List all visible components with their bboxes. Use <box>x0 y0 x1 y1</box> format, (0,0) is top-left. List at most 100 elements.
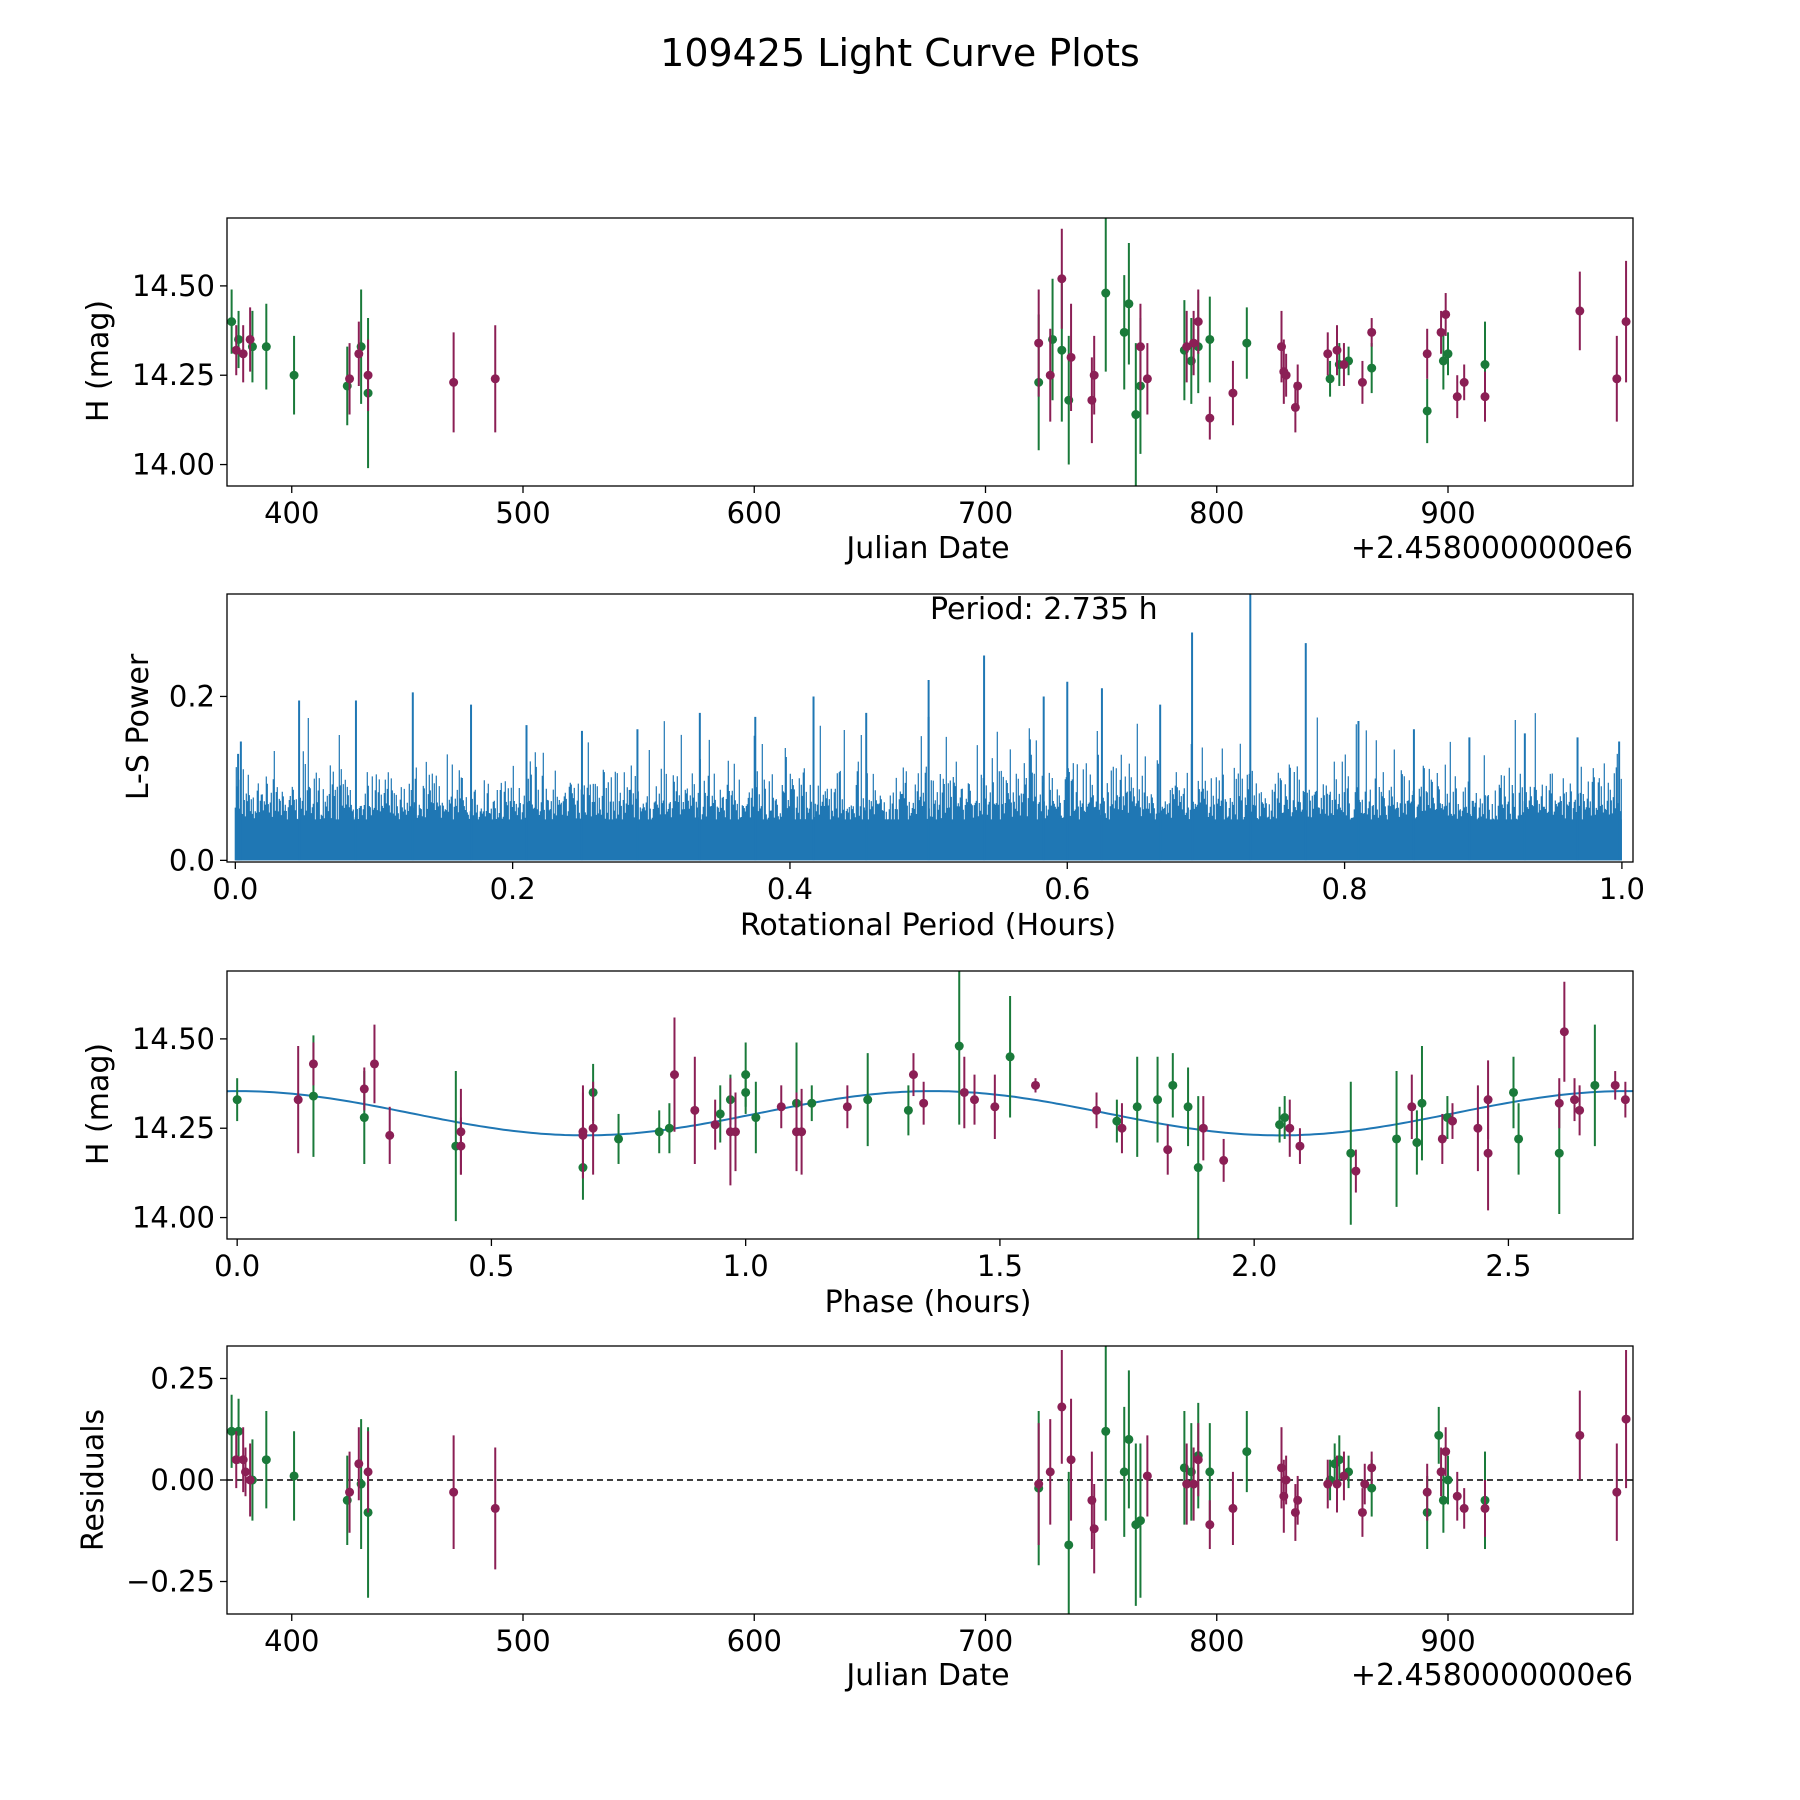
periodogram-xtick-label: 0.2 <box>490 872 536 906</box>
lightcurve-point <box>1323 349 1333 359</box>
periodogram-xtick-label: 1.0 <box>1599 872 1645 906</box>
lightcurve-point <box>1101 288 1111 298</box>
residuals-xtick-label: 800 <box>1189 1624 1244 1658</box>
phased-point <box>1168 1080 1178 1090</box>
lightcurve-point <box>1182 342 1192 352</box>
lightcurve-plot-area <box>227 218 1631 486</box>
residuals-point <box>1452 1491 1462 1501</box>
phased-point <box>664 1123 674 1133</box>
phased-point <box>1483 1095 1493 1105</box>
phased-point <box>308 1091 318 1101</box>
lightcurve-point <box>1332 345 1342 355</box>
lightcurve-xtick-label: 600 <box>727 496 782 530</box>
lightcurve-point <box>1205 334 1215 344</box>
periodogram-xtick-label: 0.0 <box>212 872 258 906</box>
phased-xtick-label: 1.0 <box>723 1249 769 1283</box>
lightcurve-point <box>1422 406 1432 416</box>
residuals-point <box>1441 1447 1451 1457</box>
lightcurve-xtick-label: 800 <box>1189 496 1244 530</box>
residuals-series-red <box>231 1350 1631 1574</box>
residuals-point <box>1621 1414 1631 1424</box>
phased-point <box>1447 1116 1457 1126</box>
period-annotation: Period: 2.735 h <box>930 592 1158 627</box>
lightcurve-point <box>490 374 500 384</box>
phased-point <box>1112 1116 1122 1126</box>
phased-point <box>359 1113 369 1123</box>
residuals-point <box>231 1455 241 1465</box>
phased-point <box>1559 1027 1569 1037</box>
lightcurve-point <box>1228 388 1238 398</box>
phased-point <box>969 1095 979 1105</box>
phased-series-red <box>293 981 1630 1211</box>
residuals-point <box>1459 1503 1469 1513</box>
lightcurve-point <box>1441 309 1451 319</box>
residuals-point <box>363 1467 373 1477</box>
phased-point <box>1117 1123 1127 1133</box>
periodogram-panel: L-S Power Rotational Period (Hours) Peri… <box>121 592 1645 943</box>
lightcurve-point <box>1135 342 1145 352</box>
residuals-offset-label: +2.4580000000e6 <box>1351 1658 1633 1693</box>
residuals-point <box>1205 1520 1215 1530</box>
lightcurve-axes-frame <box>226 217 1634 487</box>
phased-point <box>1392 1134 1402 1144</box>
residuals-point <box>1360 1479 1370 1489</box>
periodogram-ytick-label: 0.2 <box>169 679 215 713</box>
residuals-ylabel: Residuals <box>76 1409 111 1551</box>
lightcurve-point <box>1443 349 1453 359</box>
phased-point <box>1346 1148 1356 1158</box>
lightcurve-point <box>1367 327 1377 337</box>
phased-point <box>741 1087 751 1097</box>
phased-point <box>456 1141 466 1151</box>
phased-point <box>578 1130 588 1140</box>
phased-point <box>293 1095 303 1105</box>
lightcurve-point <box>1480 392 1490 402</box>
phased-point <box>1575 1105 1585 1115</box>
residuals-plot-area <box>227 1346 1633 1614</box>
periodogram-plot-area <box>234 594 1622 861</box>
residuals-point <box>1142 1471 1152 1481</box>
phased-point <box>903 1105 913 1115</box>
periodogram-xtick-label: 0.4 <box>767 872 813 906</box>
residuals-point <box>1124 1434 1134 1444</box>
residuals-point <box>1367 1463 1377 1473</box>
periodogram-xtick-label: 0.8 <box>1322 872 1368 906</box>
lightcurve-xlabel: Julian Date <box>844 531 1009 566</box>
lightcurve-point <box>1119 327 1129 337</box>
residuals-point <box>449 1487 459 1497</box>
lightcurve-point <box>245 334 255 344</box>
phased-point <box>1407 1102 1417 1112</box>
lightcurve-point <box>1480 360 1490 370</box>
lightcurve-xtick-label: 700 <box>958 496 1013 530</box>
phased-point <box>919 1098 929 1108</box>
phased-point <box>1483 1148 1493 1158</box>
lightcurve-xtick-label: 500 <box>495 496 550 530</box>
phased-point <box>1620 1095 1630 1105</box>
residuals-xlabel: Julian Date <box>844 1658 1009 1693</box>
phased-axes-frame <box>226 970 1634 1240</box>
phased-point <box>308 1059 318 1069</box>
phased-point <box>1092 1105 1102 1115</box>
lightcurve-point <box>1422 349 1432 359</box>
lightcurve-point <box>289 370 299 380</box>
phased-point <box>863 1095 873 1105</box>
lightcurve-point <box>1066 352 1076 362</box>
residuals-point <box>1205 1467 1215 1477</box>
phased-point <box>1514 1134 1524 1144</box>
lightcurve-point <box>227 317 237 327</box>
phased-point <box>1509 1087 1519 1097</box>
lightcurve-point <box>449 377 459 387</box>
phased-point <box>1554 1148 1564 1158</box>
lightcurve-point <box>1436 327 1446 337</box>
residuals-point <box>1066 1455 1076 1465</box>
residuals-xtick-label: 600 <box>727 1624 782 1658</box>
lightcurve-point <box>238 349 248 359</box>
lightcurve-point <box>1438 356 1448 366</box>
phased-point <box>669 1070 679 1080</box>
phased-point <box>959 1087 969 1097</box>
residuals-axes-frame <box>226 1345 1634 1615</box>
residuals-point <box>354 1459 364 1469</box>
residuals-xtick-label: 900 <box>1420 1624 1475 1658</box>
lightcurve-point <box>1034 338 1044 348</box>
phased-xtick-label: 0.0 <box>214 1249 260 1283</box>
